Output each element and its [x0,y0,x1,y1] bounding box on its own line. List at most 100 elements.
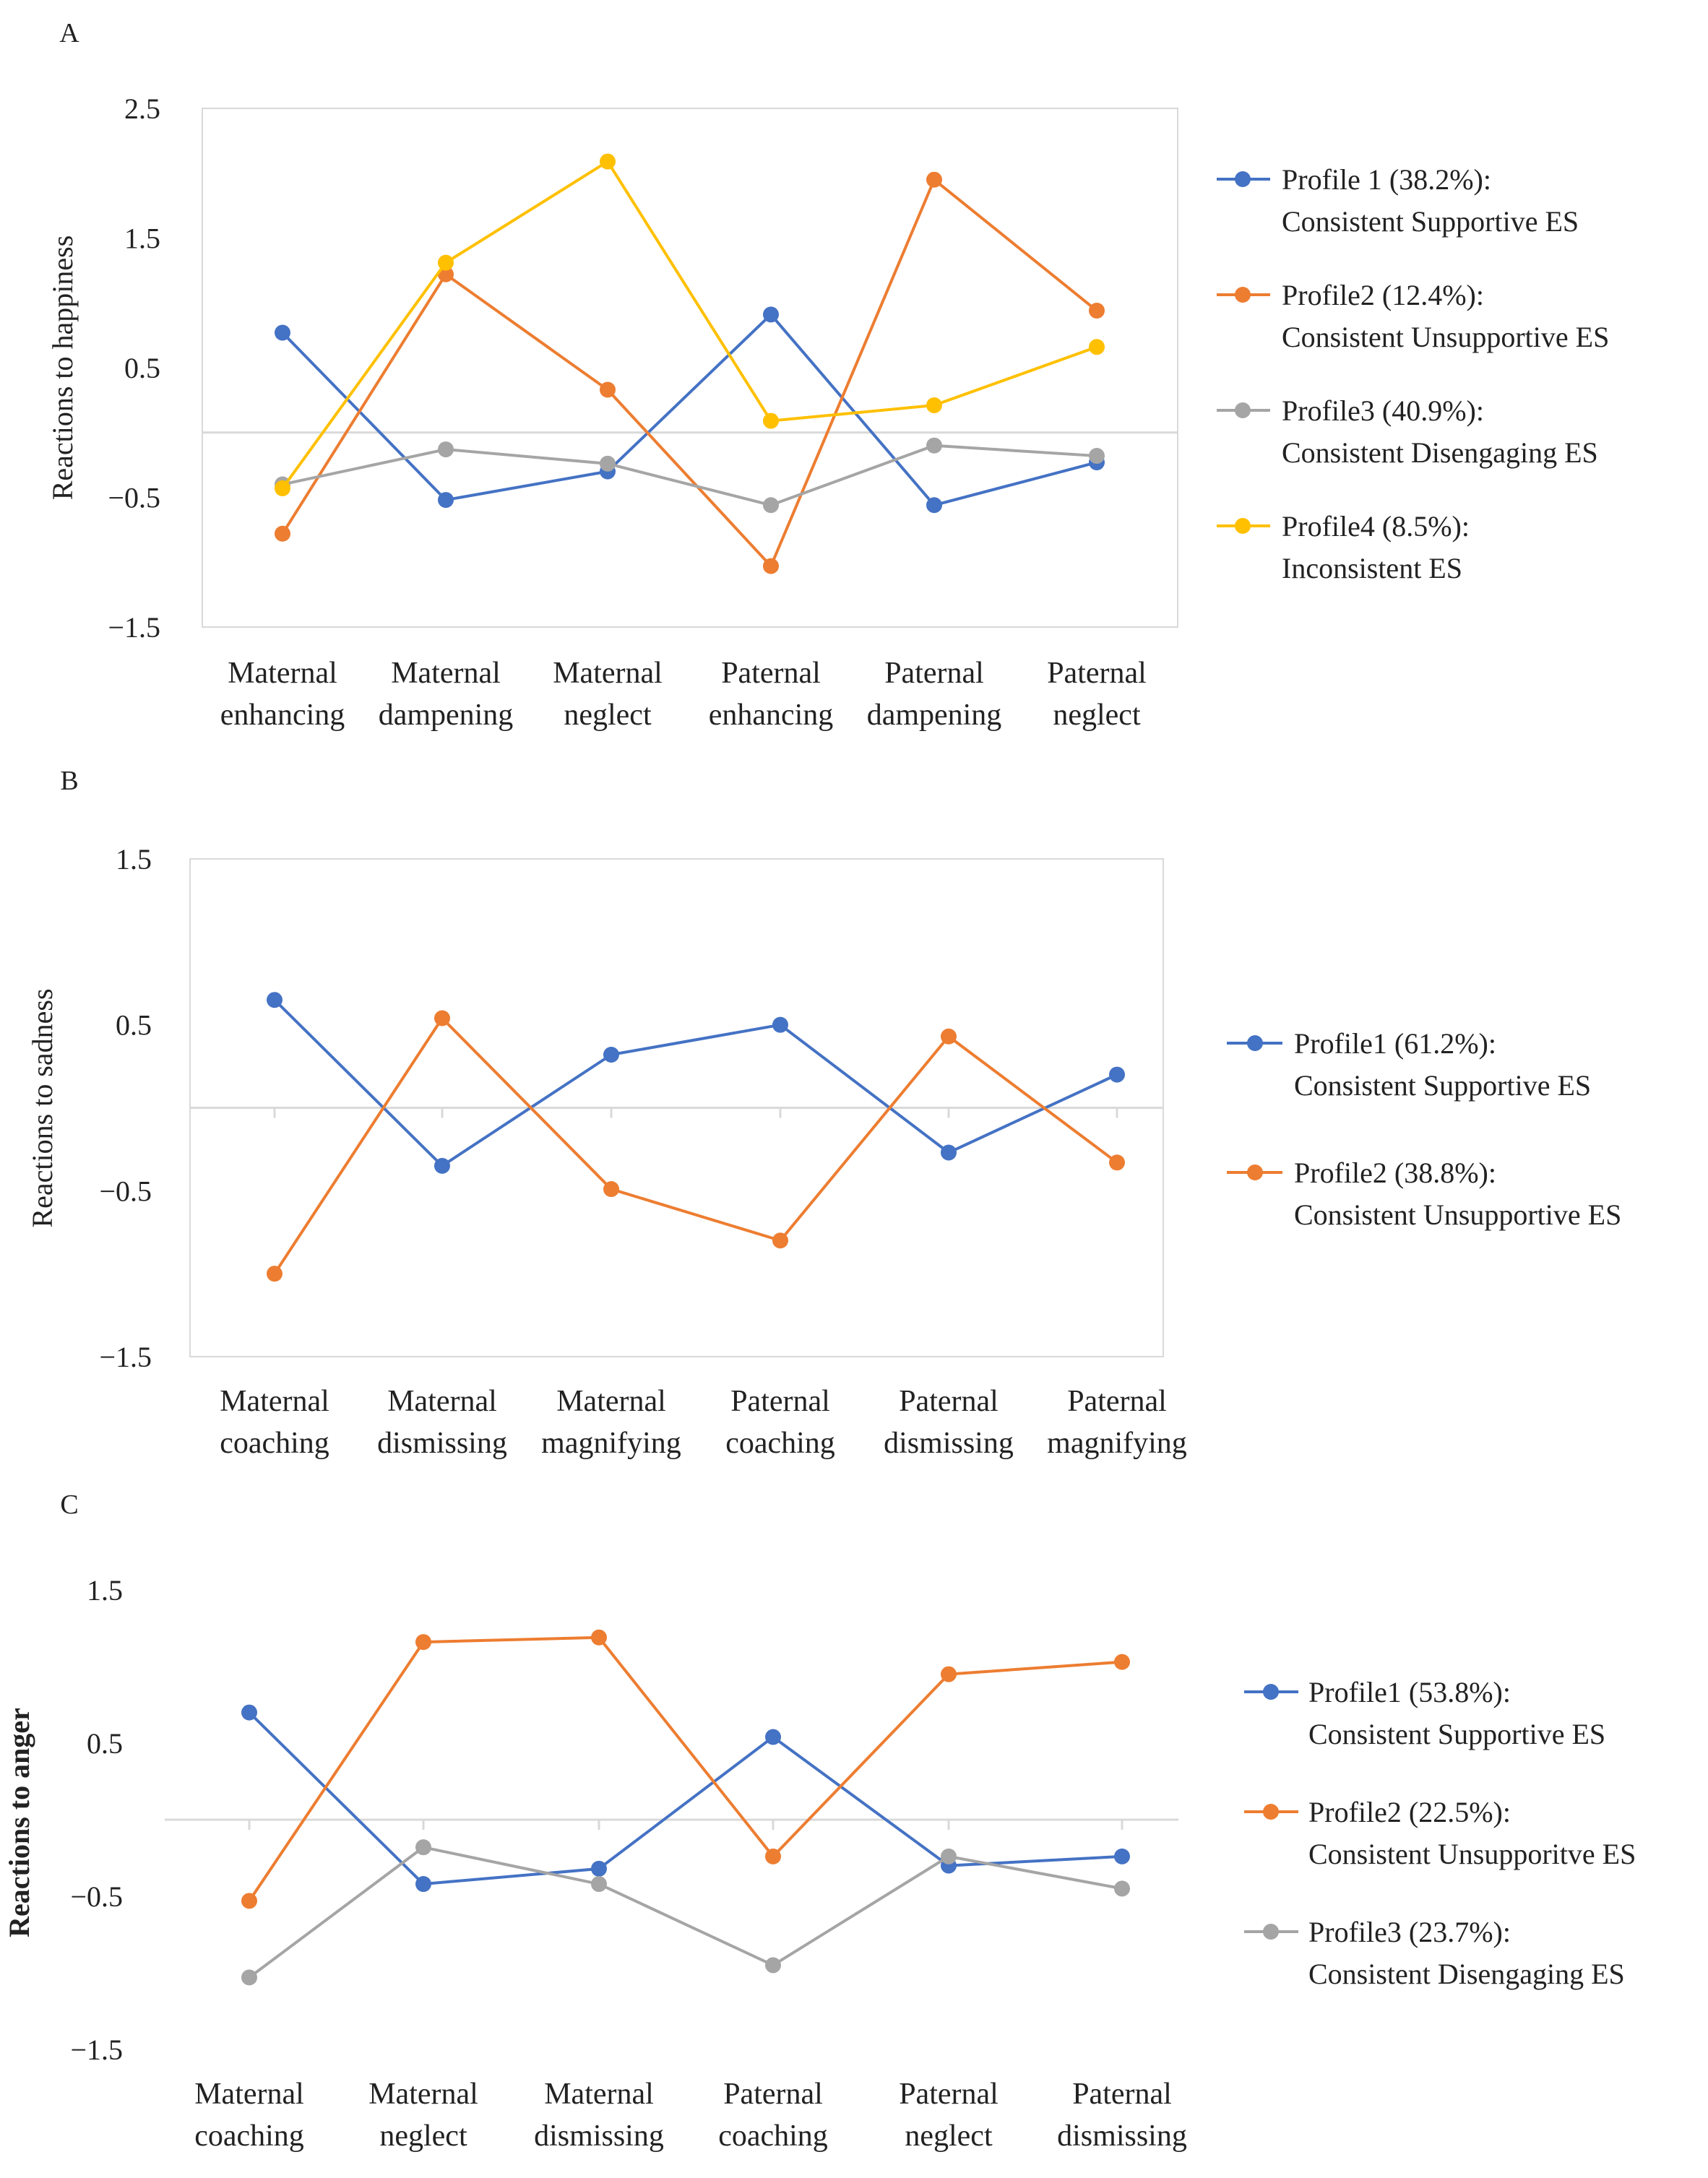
category-label: Paternal [899,1385,999,1418]
y-axis-label: Reactions to sadness [26,988,59,1227]
series-line [281,160,1097,490]
plot-border [202,108,1178,628]
series-3 [241,1839,1130,1986]
series-line [273,998,1118,1167]
category-label: Maternal [194,2078,304,2111]
chart-panel-c: C 1.5 0.5 −0.5 −1.5 Reactions to anger Materna… [3,1490,1636,2153]
legend-marker [1235,287,1251,303]
legend-label: Profile3 (40.9%): [1282,394,1484,427]
y-axis-label: Reactions to anger [3,1708,35,1937]
legend-entry-4: Profile4 (8.5%): Inconsistent ES [1217,510,1470,584]
legend-entry-2: Profile2 (38.8%): Consistent Unsupportive… [1227,1157,1621,1231]
data-point [941,1666,957,1682]
legend-label: Consistent Unsupportive ES [1282,321,1609,353]
series-line [248,1846,1123,1979]
series-line [281,178,1098,568]
panel-letter: A [59,18,79,48]
data-point [1109,1154,1125,1171]
series-line [282,444,1097,507]
series-line [281,313,1097,507]
y-tick-label: 2.5 [124,92,160,125]
category-label: dampening [867,699,1002,732]
category-label: Paternal [1047,657,1147,690]
data-point [765,1848,781,1864]
data-point [591,1629,607,1646]
legend-label: Consistent Unsupporitve ES [1308,1838,1636,1870]
series-4 [275,153,1105,496]
data-point [763,306,779,323]
category-label: dismissing [884,1427,1014,1460]
category-label: neglect [1053,699,1141,732]
data-point [275,324,290,341]
panel-letter: C [60,1490,78,1520]
category-label: Maternal [220,1385,329,1418]
legend-entry-3: Profile3 (23.7%): Consistent Disengaging … [1244,1916,1625,1990]
y-tick-label: 1.5 [87,1574,123,1607]
y-tick-label: 1.5 [116,843,152,876]
category-label: enhancing [220,699,345,732]
series-line [248,1635,1123,1902]
legend-marker [1263,1684,1279,1700]
category-label: Maternal [553,657,663,690]
data-point [1114,1880,1130,1897]
legend-marker [1247,1164,1263,1180]
data-point [1114,1848,1130,1864]
data-point [267,992,282,1008]
data-point [241,1704,257,1721]
legend-entry-3: Profile3 (40.9%): Consistent Disengaging … [1217,394,1598,469]
category-label: Paternal [1072,2078,1172,2111]
data-point [603,1181,619,1198]
legend-label: Profile1 (53.8%): [1308,1676,1511,1708]
legend-entry-1: Profile1 (61.2%): Consistent Supportive E… [1227,1027,1591,1102]
category-label: dismissing [534,2119,664,2153]
data-point [438,254,454,271]
y-tick-label: 0.5 [124,352,160,384]
data-point [600,381,616,398]
y-tick-label: −0.5 [108,482,160,514]
data-point [772,1016,788,1033]
legend-marker [1235,402,1251,418]
y-tick-label: 0.5 [116,1009,152,1042]
category-label: Maternal [556,1385,666,1418]
data-point [763,412,779,429]
data-point [772,1232,788,1249]
y-tick-label: 1.5 [124,222,160,255]
legend: Profile 1 (38.2%): Consistent Supportive … [1217,163,1609,584]
y-tick-label: −1.5 [70,2034,123,2066]
category-label: dampening [379,699,514,732]
data-point [926,437,942,454]
legend: Profile1 (61.2%): Consistent Supportive E… [1227,1027,1621,1231]
legend-marker [1263,1804,1279,1820]
legend: Profile1 (53.8%): Consistent Supportive E… [1244,1676,1636,1990]
series-2 [275,171,1105,574]
category-label: dismissing [1057,2119,1187,2153]
legend-label: Inconsistent ES [1282,552,1462,584]
series-line [273,1016,1118,1275]
category-label: Maternal [391,657,501,690]
data-point [603,1047,619,1063]
series-2 [241,1629,1130,1909]
data-point [438,492,454,509]
legend-label: Profile3 (23.7%): [1308,1916,1511,1948]
data-point [434,1010,450,1027]
legend-label: Consistent Unsupportive ES [1294,1198,1621,1231]
data-point [591,1860,607,1877]
category-label: magnifying [1047,1427,1187,1460]
data-point [941,1848,957,1864]
legend-label: Profile1 (61.2%): [1294,1027,1496,1060]
category-label: Paternal [884,657,984,690]
data-point [941,1028,957,1045]
legend-label: Consistent Supportive ES [1308,1718,1605,1750]
data-point [591,1876,607,1893]
data-point [267,1266,282,1282]
data-point [765,1957,781,1974]
y-tick-label: −1.5 [108,611,160,644]
category-label: neglect [905,2119,993,2153]
category-label: magnifying [541,1427,681,1460]
legend-label: Profile2 (12.4%): [1282,279,1484,311]
legend-marker [1235,171,1251,187]
data-point [1089,339,1105,355]
legend-label: Profile2 (38.8%): [1294,1157,1496,1189]
legend-entry-1: Profile 1 (38.2%): Consistent Supportive … [1217,163,1579,238]
